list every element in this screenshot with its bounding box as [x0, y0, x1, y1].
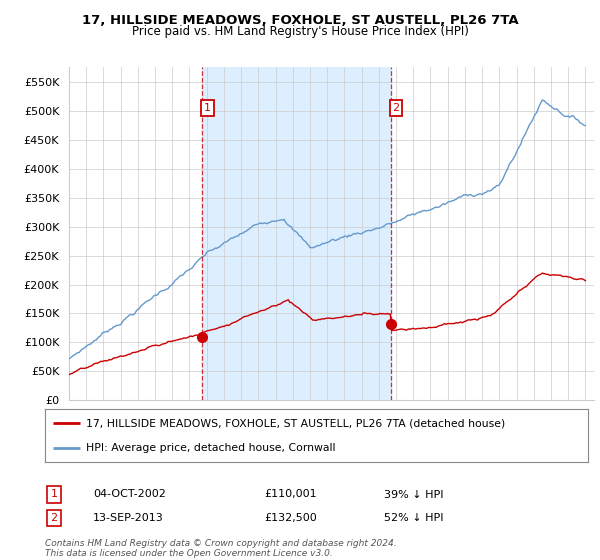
Text: 13-SEP-2013: 13-SEP-2013	[93, 513, 164, 523]
Text: HPI: Average price, detached house, Cornwall: HPI: Average price, detached house, Corn…	[86, 442, 335, 452]
Text: 2: 2	[392, 103, 400, 113]
Text: 52% ↓ HPI: 52% ↓ HPI	[384, 513, 443, 523]
Text: £110,001: £110,001	[264, 489, 317, 500]
Text: 17, HILLSIDE MEADOWS, FOXHOLE, ST AUSTELL, PL26 7TA (detached house): 17, HILLSIDE MEADOWS, FOXHOLE, ST AUSTEL…	[86, 418, 505, 428]
Text: Price paid vs. HM Land Registry's House Price Index (HPI): Price paid vs. HM Land Registry's House …	[131, 25, 469, 38]
Text: £132,500: £132,500	[264, 513, 317, 523]
Text: 39% ↓ HPI: 39% ↓ HPI	[384, 489, 443, 500]
Text: 2: 2	[50, 513, 58, 523]
Bar	[202, 67, 391, 400]
Text: 04-OCT-2002: 04-OCT-2002	[93, 489, 166, 500]
Text: Contains HM Land Registry data © Crown copyright and database right 2024.
This d: Contains HM Land Registry data © Crown c…	[45, 539, 397, 558]
Text: 1: 1	[50, 489, 58, 500]
Text: 1: 1	[204, 103, 211, 113]
Text: 17, HILLSIDE MEADOWS, FOXHOLE, ST AUSTELL, PL26 7TA: 17, HILLSIDE MEADOWS, FOXHOLE, ST AUSTEL…	[82, 14, 518, 27]
